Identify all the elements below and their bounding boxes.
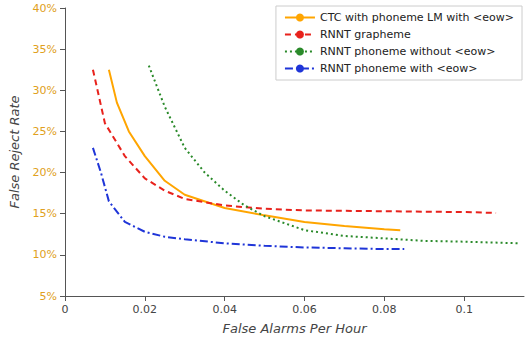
svg-text:RNNT grapheme: RNNT grapheme xyxy=(320,28,411,41)
svg-text:5%: 5% xyxy=(40,290,57,303)
svg-text:False Alarms Per Hour: False Alarms Per Hour xyxy=(223,321,369,336)
svg-text:15%: 15% xyxy=(33,207,57,220)
svg-text:25%: 25% xyxy=(33,125,57,138)
svg-text:0.02: 0.02 xyxy=(133,303,158,316)
svg-text:RNNT phoneme with <eow>: RNNT phoneme with <eow> xyxy=(320,62,477,75)
svg-text:0.08: 0.08 xyxy=(372,303,397,316)
svg-text:0.06: 0.06 xyxy=(292,303,317,316)
svg-text:CTC with phoneme LM with <eow>: CTC with phoneme LM with <eow> xyxy=(320,11,514,24)
svg-text:0: 0 xyxy=(62,303,69,316)
svg-text:20%: 20% xyxy=(33,166,57,179)
svg-text:False Reject Rate: False Reject Rate xyxy=(7,95,22,208)
svg-text:0.04: 0.04 xyxy=(212,303,237,316)
svg-text:35%: 35% xyxy=(33,43,57,56)
svg-text:RNNT phoneme without <eow>: RNNT phoneme without <eow> xyxy=(320,45,496,58)
svg-text:40%: 40% xyxy=(33,2,57,15)
svg-text:10%: 10% xyxy=(33,248,57,261)
svg-text:0.1: 0.1 xyxy=(455,303,473,316)
svg-text:30%: 30% xyxy=(33,84,57,97)
